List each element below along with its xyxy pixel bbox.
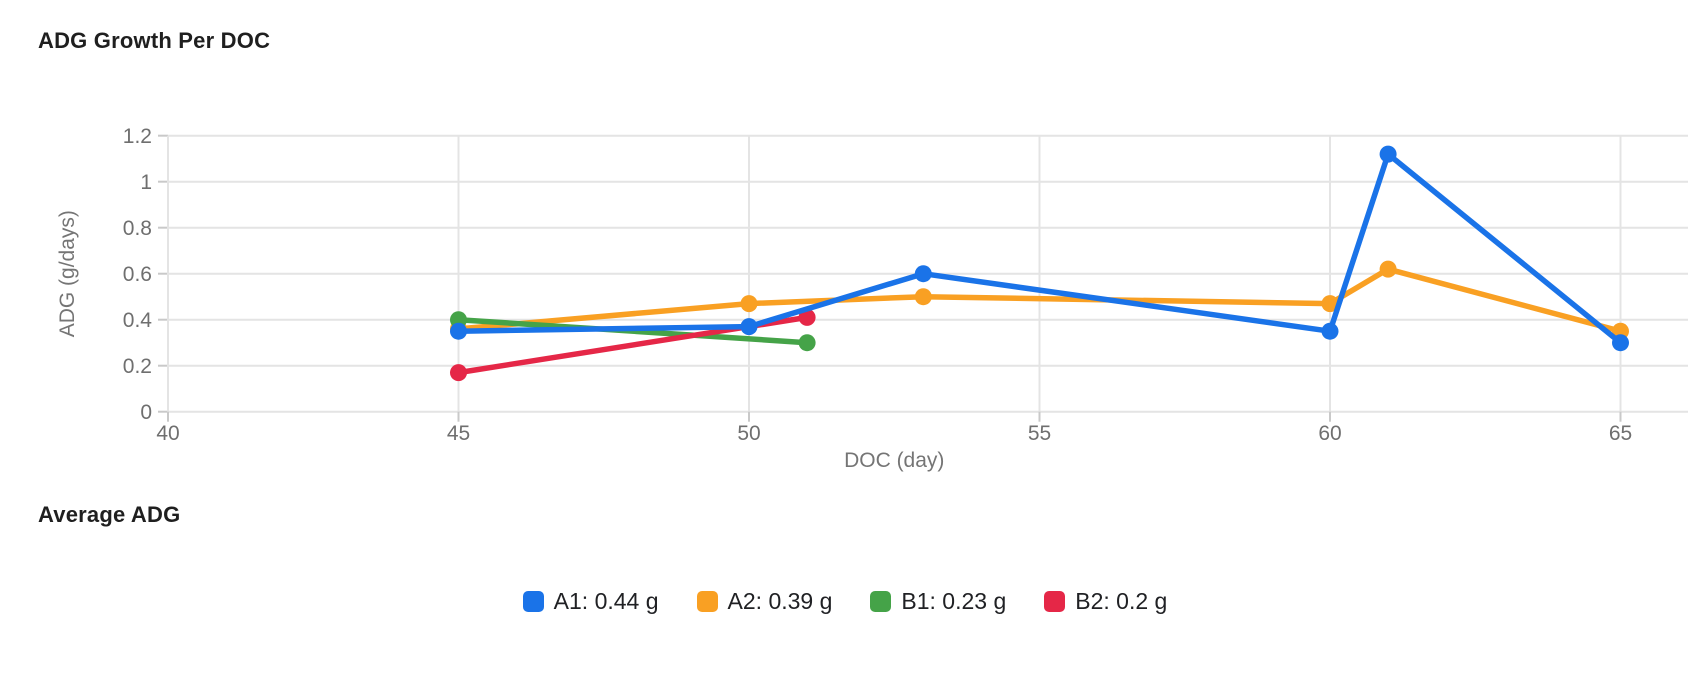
- y-tick-label: 0.6: [123, 263, 152, 286]
- legend-swatch-b2: [1044, 591, 1066, 612]
- y-tick-label: 0.8: [123, 217, 152, 240]
- series-point-b2: [450, 364, 467, 382]
- series-point-a1: [914, 265, 932, 283]
- series-point-a2: [1321, 295, 1339, 313]
- chart-canvas: 0 0.2 0.4 0.6 0.8 1 1.2 40 45 50 55 60 65 DOC (day) AD…: [56, 125, 1688, 472]
- legend-swatch-a2: [696, 591, 718, 612]
- y-tick-label: 1: [140, 171, 152, 194]
- legend-label-b1: B1: 0.23 g: [901, 588, 1007, 614]
- legend-swatch-a1: [522, 591, 544, 612]
- series-point-a2: [740, 295, 758, 313]
- series-point-a1: [1321, 322, 1339, 340]
- legend-label-b2: B2: 0.2 g: [1075, 588, 1168, 614]
- legend-item-b1[interactable]: B1: 0.23 g: [870, 588, 1006, 615]
- series-point-a2: [914, 288, 932, 306]
- legend-label-a1: A1: 0.44 g: [553, 588, 659, 614]
- x-tick-label: 45: [447, 422, 470, 445]
- x-tick-label: 40: [156, 422, 179, 445]
- y-tick-label: 1.2: [123, 125, 152, 148]
- series-line-a1: [455, 151, 1624, 346]
- series-line-b1: [455, 316, 810, 346]
- series-point-a1: [450, 322, 467, 340]
- chart-title: ADG Growth Per DOC: [38, 28, 271, 53]
- x-tick-label: 65: [1609, 422, 1632, 445]
- legend-item-a2[interactable]: A2: 0.39 g: [696, 588, 833, 615]
- x-axis-label: DOC (day): [844, 449, 944, 472]
- series-point-a2: [1379, 260, 1397, 278]
- x-tick-label: 60: [1318, 422, 1341, 445]
- legend-swatch-b1: [870, 591, 892, 612]
- line-chart: 0 0.2 0.4 0.6 0.8 1 1.2 40 45 50 55 60 65 DOC (day) AD…: [56, 125, 1688, 472]
- y-tick-label: 0.4: [123, 309, 153, 332]
- legend-label-a2: A2: 0.39 g: [727, 588, 833, 614]
- legend-item-a1[interactable]: A1: 0.44 g: [522, 588, 659, 615]
- series-point-a1: [1612, 334, 1629, 352]
- series-point-a1: [740, 318, 758, 336]
- series-point-b1: [798, 334, 816, 352]
- series-point-a1: [1379, 145, 1397, 163]
- x-tick-label: 50: [737, 422, 760, 445]
- x-tick-label: 55: [1028, 422, 1051, 445]
- series-point-b2: [798, 308, 816, 326]
- average-adg-heading: Average ADG: [38, 502, 181, 527]
- y-tick-label: 0.2: [123, 355, 152, 378]
- y-axis-label: ADG (g/days): [56, 210, 79, 337]
- y-tick-label: 0: [140, 401, 152, 424]
- chart-legend: A1: 0.44 g A2: 0.39 g B1: 0.23 g B2: 0.2 g: [0, 588, 1690, 615]
- legend-item-b2[interactable]: B2: 0.2 g: [1044, 588, 1167, 615]
